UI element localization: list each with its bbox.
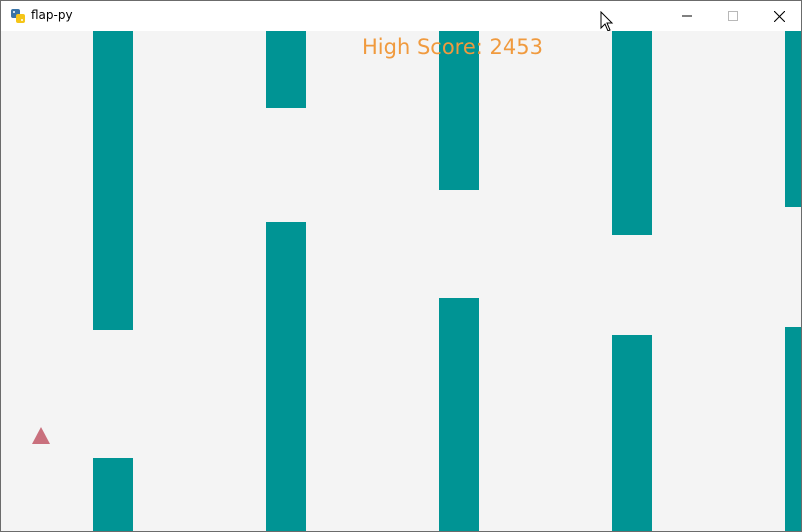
game-canvas[interactable]: High Score: 2453: [1, 31, 801, 531]
maximize-button[interactable]: [710, 1, 756, 31]
pipe-top: [93, 31, 133, 330]
minimize-icon: [682, 15, 692, 17]
high-score-label: High Score: 2453: [362, 35, 543, 59]
maximize-icon: [728, 11, 738, 21]
close-icon: [773, 10, 785, 22]
player-triangle-icon: [32, 427, 50, 444]
pipe-top: [439, 31, 479, 190]
window-title: flap-py: [31, 8, 73, 22]
pipe-bottom: [785, 327, 801, 531]
close-button[interactable]: [756, 1, 801, 31]
minimize-button[interactable]: [664, 1, 710, 31]
pipe-bottom: [93, 458, 133, 531]
pipe-top: [612, 31, 652, 235]
pipe-bottom: [266, 222, 306, 531]
python-icon: [11, 9, 25, 23]
mouse-cursor-icon: [600, 11, 614, 32]
pipe-bottom: [612, 335, 652, 531]
pipe-top: [266, 31, 306, 108]
pipe-bottom: [439, 298, 479, 531]
pipe-top: [785, 31, 801, 207]
title-bar[interactable]: flap-py: [1, 1, 801, 32]
